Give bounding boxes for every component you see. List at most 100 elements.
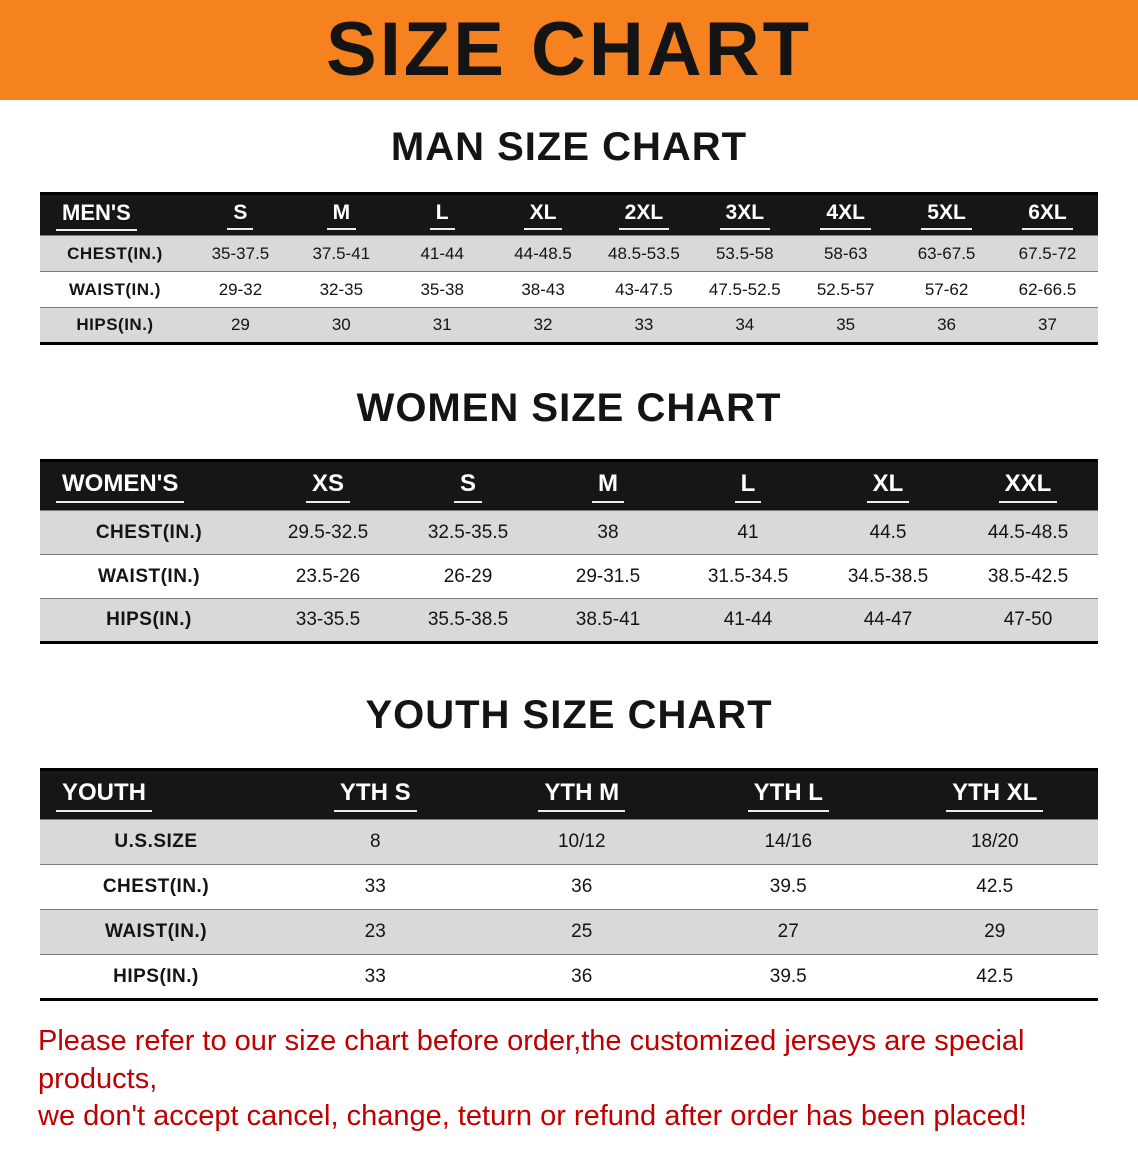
womens-section: WOMEN SIZE CHART WOMEN'S XS S M L XL XXL CHEST(…	[0, 385, 1138, 644]
size-header-cell: 6XL	[997, 193, 1098, 236]
row-label: HIPS(IN.)	[76, 315, 154, 334]
value-cell: 32-35	[319, 279, 364, 299]
value-cell: 18/20	[970, 831, 1019, 852]
table-title-cell: WOMEN'S	[40, 460, 258, 511]
value-cell: 41-44	[723, 609, 773, 630]
youth-section: YOUTH SIZE CHART YOUTH YTH S YTH M YTH L YTH…	[0, 692, 1138, 1001]
value-cell: 47-50	[1003, 609, 1053, 630]
size-header-label: 2XL	[618, 201, 670, 230]
size-header-label: S	[453, 470, 482, 503]
value-cell: 43-47.5	[615, 279, 673, 299]
table-row: CHEST(IN.) 29.5-32.5 32.5-35.5 38 41 44.5 44.5…	[40, 510, 1098, 555]
row-label: U.S.SIZE	[114, 831, 198, 852]
value-cell: 53.5-58	[715, 243, 774, 263]
size-header-cell: M	[290, 193, 392, 236]
value-cell: 38	[597, 521, 619, 543]
value-cell: 33	[364, 965, 386, 987]
size-header-cell: 4XL	[795, 193, 897, 236]
table-title-cell: MEN'S	[40, 193, 190, 236]
size-header-label: WOMEN'S	[56, 470, 185, 503]
womens-heading: WOMEN SIZE CHART	[356, 386, 782, 430]
size-header-cell: M	[538, 460, 678, 511]
size-header-cell: YTH M	[478, 769, 685, 820]
size-header-label: YTH M	[538, 779, 626, 812]
womens-size-table: WOMEN'S XS S M L XL XXL CHEST(IN.) 29.5-32.5 32.5…	[40, 459, 1098, 644]
header-row: WOMEN'S XS S M L XL XXL	[40, 460, 1098, 511]
size-header-label: XL	[523, 201, 563, 230]
value-cell: 39.5	[769, 876, 807, 897]
youth-heading: YOUTH SIZE CHART	[365, 693, 773, 737]
value-cell: 14/16	[764, 831, 813, 852]
value-cell: 8	[369, 831, 381, 852]
table-row: CHEST(IN.) 33 36 39.5 42.5	[40, 864, 1098, 910]
size-header-cell: XXL	[958, 460, 1098, 511]
size-header-label: M	[326, 201, 357, 230]
value-cell: 29	[984, 921, 1006, 942]
size-header-cell: 3XL	[694, 193, 796, 236]
page-title: SIZE CHART	[326, 7, 812, 92]
table-row: WAIST(IN.) 23.5-26 26-29 29-31.5 31.5-34.5 34…	[40, 554, 1098, 599]
value-cell: 29.5-32.5	[287, 521, 369, 543]
size-header-cell: 2XL	[593, 193, 695, 236]
mens-heading: MAN SIZE CHART	[390, 125, 748, 169]
value-cell: 31.5-34.5	[707, 565, 789, 587]
value-cell: 33-35.5	[295, 609, 361, 630]
row-label: WAIST(IN.)	[104, 921, 208, 942]
value-cell: 26-29	[443, 565, 493, 587]
mens-section: MAN SIZE CHART MEN'S S M L XL 2XL 3XL 4XL 5XL 6XL…	[0, 124, 1138, 345]
size-header-cell: L	[391, 193, 493, 236]
row-label: CHEST(IN.)	[67, 243, 163, 263]
value-cell: 44.5	[869, 521, 907, 543]
value-cell: 35.5-38.5	[427, 609, 509, 630]
size-header-cell: XS	[258, 460, 398, 511]
value-cell: 33	[634, 315, 654, 334]
value-cell: 38.5-41	[575, 609, 641, 630]
row-label: HIPS(IN.)	[113, 965, 199, 987]
table-row: HIPS(IN.) 29 30 31 32 33 34 35 36 37	[40, 307, 1098, 344]
value-cell: 35	[836, 315, 856, 334]
size-header-label: S	[227, 201, 254, 230]
value-cell: 38.5-42.5	[987, 565, 1069, 587]
value-cell: 25	[571, 921, 593, 942]
row-label: HIPS(IN.)	[106, 609, 192, 630]
row-label: WAIST(IN.)	[69, 279, 161, 299]
value-cell: 34.5-38.5	[847, 565, 929, 587]
value-cell: 41	[737, 521, 759, 543]
size-header-label: XS	[305, 470, 350, 503]
value-cell: 44-47	[863, 609, 913, 630]
value-cell: 38-43	[521, 279, 565, 299]
value-cell: 58-63	[823, 243, 868, 263]
value-cell: 10/12	[557, 831, 606, 852]
value-cell: 23.5-26	[295, 565, 361, 587]
table-row: U.S.SIZE 8 10/12 14/16 18/20	[40, 819, 1098, 865]
value-cell: 30	[331, 315, 351, 334]
size-chart-banner: SIZE CHART	[0, 0, 1138, 100]
youth-size-table: YOUTH YTH S YTH M YTH L YTH XL U.S.SIZE 8 10/12…	[40, 768, 1098, 1001]
disclaimer-line-1: Please refer to our size chart before or…	[38, 1025, 1025, 1095]
value-cell: 52.5-57	[816, 279, 875, 299]
size-header-label: YTH S	[333, 779, 417, 812]
table-title-cell: YOUTH	[40, 769, 272, 820]
value-cell: 57-62	[924, 279, 969, 299]
size-header-label: MEN'S	[56, 200, 137, 231]
size-header-label: L	[734, 470, 762, 503]
value-cell: 34	[735, 315, 755, 334]
value-cell: 47.5-52.5	[708, 279, 781, 299]
size-header-cell: S	[398, 460, 538, 511]
row-label: WAIST(IN.)	[97, 565, 201, 587]
size-header-label: 4XL	[820, 201, 871, 230]
value-cell: 44.5-48.5	[987, 521, 1069, 543]
mens-size-table: MEN'S S M L XL 2XL 3XL 4XL 5XL 6XL CHEST(IN.) 35-37…	[40, 192, 1098, 345]
size-header-label: YOUTH	[56, 779, 152, 812]
disclaimer: Please refer to our size chart before or…	[0, 1023, 1138, 1150]
size-header-label: 3XL	[719, 201, 771, 230]
size-header-label: YTH L	[747, 779, 829, 812]
value-cell: 37	[1038, 315, 1057, 334]
size-header-cell: L	[678, 460, 818, 511]
size-header-label: M	[592, 470, 624, 503]
value-cell: 32.5-35.5	[427, 521, 509, 543]
value-cell: 44-48.5	[514, 243, 572, 263]
value-cell: 63-67.5	[917, 243, 976, 263]
size-header-label: XL	[866, 470, 910, 503]
size-header-cell: S	[190, 193, 291, 236]
